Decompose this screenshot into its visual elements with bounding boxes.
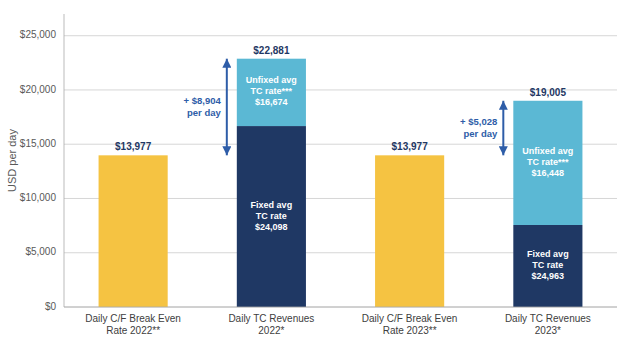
total-label: $19,005: [530, 87, 567, 98]
text-line: $16,674: [255, 98, 288, 108]
y-tick-label: $25,000: [20, 29, 57, 40]
bars: [99, 59, 583, 307]
text-line: Daily TC Revenues: [228, 313, 314, 324]
text-line: TC rate: [532, 260, 563, 270]
text-line: 2023*: [535, 325, 561, 336]
bar-segment: [513, 225, 582, 307]
grid-line: [64, 35, 617, 36]
x-tick-label: Daily TC Revenues2023*: [505, 313, 591, 336]
y-tick-label: $20,000: [20, 84, 57, 95]
text-line: $16,448: [532, 168, 565, 178]
arrow-label: + $8,904per day: [184, 95, 222, 118]
bar-segment: [237, 126, 306, 307]
text-line: Daily C/F Break Even: [85, 313, 181, 324]
text-line: Unfixed avg: [522, 146, 573, 156]
x-tick-label: Daily TC Revenues2022*: [228, 313, 314, 336]
total-label: $13,977: [392, 141, 429, 152]
text-line: Fixed avg: [251, 200, 293, 210]
text-line: Rate 2023**: [383, 325, 437, 336]
grid-line: [64, 307, 617, 308]
segment-label: Fixed avgTC rate$24,963: [527, 249, 569, 281]
y-axis-label: USD per day: [6, 129, 18, 192]
background: [0, 0, 629, 349]
text-line: + $5,028: [460, 116, 497, 127]
text-line: Fixed avg: [527, 249, 569, 259]
x-tick-label: Daily C/F Break EvenRate 2023**: [362, 313, 458, 336]
difference-arrow: [502, 101, 504, 156]
segment-label: Fixed avgTC rate$24,098: [251, 200, 293, 232]
bar-segment: [513, 101, 582, 225]
text-line: Unfixed avg: [246, 76, 297, 86]
text-line: per day: [187, 107, 222, 118]
text-line: TC rate***: [527, 157, 569, 167]
grid: [64, 36, 617, 307]
y-axis-line: [64, 14, 65, 307]
y-tick-label: $5,000: [25, 246, 56, 257]
bar-segment: [237, 59, 306, 126]
bar-segment: [99, 155, 168, 307]
y-tick-label: $0: [45, 301, 57, 312]
text-line: 2022*: [258, 325, 284, 336]
text-line: Daily TC Revenues: [505, 313, 591, 324]
text-line: $24,098: [255, 222, 288, 232]
difference-arrow: [226, 59, 228, 156]
y-tick-label: $10,000: [20, 192, 57, 203]
x-axis-line: [64, 307, 617, 308]
segment-label: Unfixed avgTC rate***$16,674: [246, 76, 297, 108]
text-line: TC rate: [256, 211, 287, 221]
total-label: $13,977: [115, 141, 152, 152]
text-line: Daily C/F Break Even: [362, 313, 458, 324]
text-line: TC rate***: [251, 87, 293, 97]
x-tick-label: Daily C/F Break EvenRate 2022**: [85, 313, 181, 336]
text-line: Rate 2022**: [106, 325, 160, 336]
y-tick-label: $15,000: [20, 138, 57, 149]
total-label: $22,881: [253, 45, 290, 56]
arrow-label: + $5,028per day: [460, 116, 498, 139]
bar-segment: [375, 155, 444, 307]
text-line: + $8,904: [184, 95, 222, 106]
text-line: per day: [464, 128, 499, 139]
text-line: $24,963: [532, 271, 565, 281]
chart: $0 $5,000 $10,000 $15,000 $20,000 $25,000 USD …: [0, 0, 629, 349]
segment-label: Unfixed avgTC rate***$16,448: [522, 146, 573, 178]
